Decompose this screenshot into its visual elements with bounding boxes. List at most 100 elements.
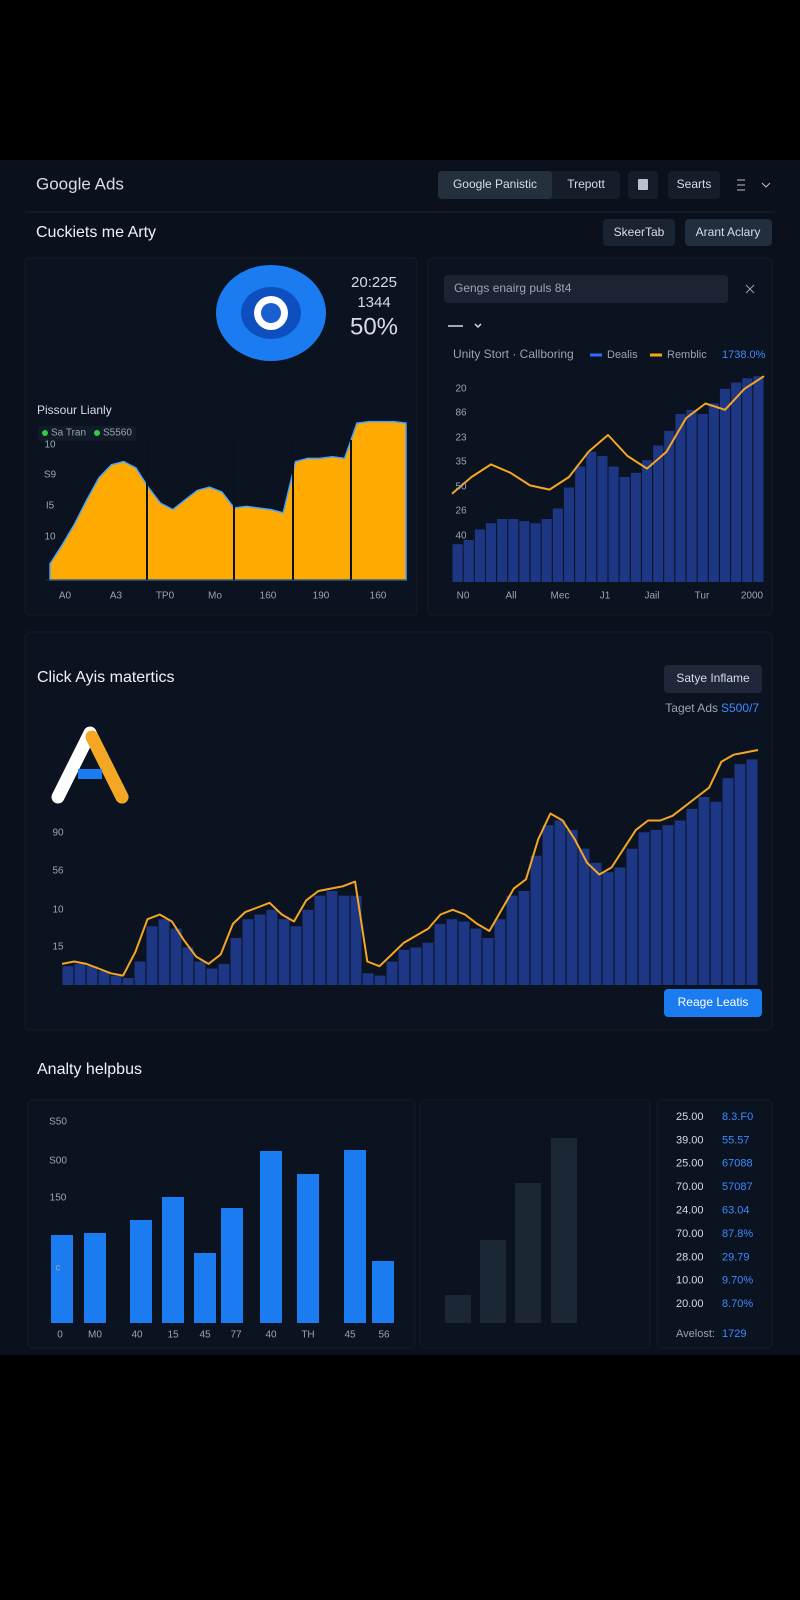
tab[interactable]: Google Panistic [453,177,537,191]
bar [602,872,614,985]
bar [519,521,530,582]
bar [221,1208,243,1323]
bar [242,919,254,985]
legend-box [38,426,136,441]
target-value: S500/7 [721,701,759,715]
bar [338,895,350,985]
x-axis-label: Tur [695,591,710,602]
table-footer-label: Avelost: [676,1328,715,1340]
bar [530,523,541,582]
dropdown[interactable] [448,323,482,329]
y-axis-label: 10 [44,440,56,451]
x-axis-label: TH [301,1330,314,1341]
table-cell: 8.3.F0 [722,1111,753,1123]
y-axis-label: 56 [52,866,64,877]
tab-active[interactable] [438,171,552,199]
table-cell: 39.00 [676,1134,704,1146]
bar [297,1174,319,1323]
bar [586,451,597,582]
x-axis-label: 160 [260,591,277,602]
bar [697,414,708,582]
y-axis-label: 10 [52,905,64,916]
search-text[interactable]: Gengs enairg puls 8t4 [454,281,572,295]
y-axis-label: 35 [455,457,467,468]
calendar-icon [638,179,648,190]
table-cell: 87.8% [722,1228,753,1240]
bar [446,919,458,985]
legend-label: S5560 [103,428,132,439]
button-label[interactable]: Arant Aclary [696,225,761,239]
button[interactable] [603,219,675,246]
button[interactable] [664,665,762,693]
legend-dot [94,430,100,436]
bar [452,544,463,582]
bar [278,919,290,985]
x-axis-label: N0 [457,591,470,602]
bar [674,820,686,985]
bar [398,949,410,986]
bar [708,403,719,582]
table-cell: 29.79 [722,1251,750,1263]
bar [731,382,742,582]
button-label[interactable]: SkeerTab [614,225,665,239]
x-axis-label: 15 [167,1330,179,1341]
x-axis-label: 0 [57,1330,63,1341]
bar [590,862,602,985]
legend-title: Unity Stort · Callboring [453,347,574,361]
x-axis-label: 45 [199,1330,211,1341]
y-axis-label: 10 [44,532,56,543]
table-cell: 24.00 [676,1205,704,1217]
bar [653,445,664,582]
bar [445,1295,471,1323]
bar [630,472,641,582]
x-axis-label: All [505,591,516,602]
y-axis-label: 150 [50,1193,67,1204]
bar [566,829,578,985]
section-title: Click Ayis matertics [37,669,175,686]
bar [410,947,422,985]
tab[interactable]: Searts [677,177,712,191]
bar [290,926,302,986]
table-cell: 28.00 [676,1251,704,1263]
tab[interactable]: Trepott [567,177,605,191]
bar [372,1261,394,1323]
button-label[interactable]: Reage Leatis [678,995,749,1009]
stat-percent: 50% [350,313,398,340]
target-label: Taget Ads [665,701,718,715]
bar [686,808,698,986]
bar [530,855,542,986]
x-axis-label: 2000 [741,591,764,602]
stat: 20:225 [351,274,397,291]
close-icon[interactable] [745,284,755,294]
x-axis-label: M0 [88,1330,102,1341]
chart-title: Pissour Lianly [37,403,112,417]
bar [480,1240,506,1323]
x-axis-label: 160 [370,591,387,602]
table-cell: 70.00 [676,1181,704,1193]
donut-core [261,303,281,323]
bar [134,961,146,985]
legend-dot [42,430,48,436]
search-box[interactable] [444,275,728,303]
bar [62,966,74,985]
x-axis-label: 40 [265,1330,277,1341]
button[interactable] [668,171,720,199]
bar [158,919,170,985]
bar [254,914,266,985]
bar [218,963,230,985]
bar [374,975,386,985]
x-axis-label: 77 [230,1330,242,1341]
bar [686,409,697,582]
bar [626,848,638,985]
menu-icon[interactable] [737,179,771,191]
bar [482,938,494,985]
x-axis-label: TP0 [156,591,175,602]
primary-button[interactable] [664,989,762,1017]
y-axis-label: I5 [46,501,55,512]
button-label[interactable]: Satye Inflame [676,671,750,685]
button[interactable] [685,219,772,246]
bar [638,832,650,986]
bar [508,519,519,582]
legend-note: 1738.0% [722,349,766,361]
